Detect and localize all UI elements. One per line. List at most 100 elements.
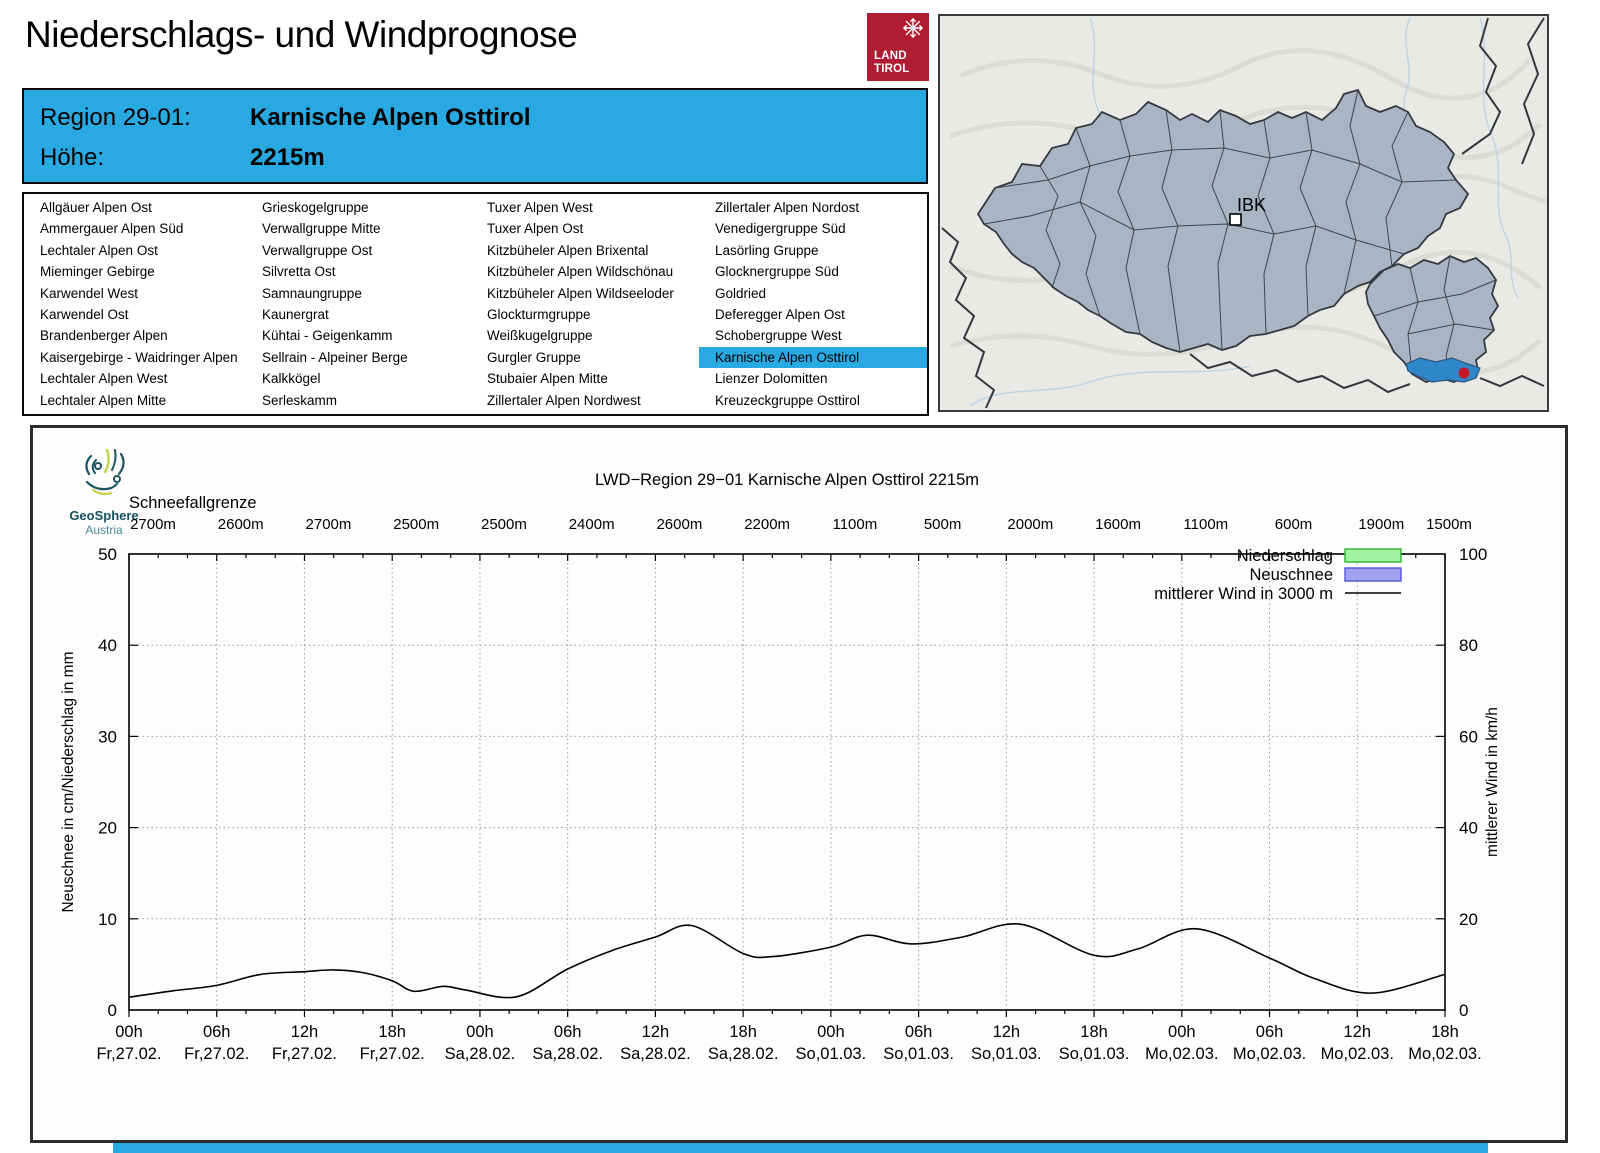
x-tick-date: Mo,02.03. <box>1145 1045 1218 1063</box>
x-tick-date: Mo,02.03. <box>1408 1045 1481 1063</box>
altitude-label: Höhe: <box>40 144 105 171</box>
legend-swatch <box>1344 567 1402 582</box>
y-left-axis-title: Neuschnee in cm/Niederschlag in mm <box>60 651 77 912</box>
region-item[interactable]: Schobergruppe West <box>715 328 842 344</box>
snowline-value: 500m <box>924 516 962 533</box>
x-tick-time: 18h <box>378 1023 406 1041</box>
snowline-value: 2600m <box>218 516 264 533</box>
region-item[interactable]: Kaunergrat <box>262 306 329 322</box>
region-item[interactable]: Verwallgruppe Mitte <box>262 221 381 237</box>
region-item[interactable]: Zillertaler Alpen Nordwest <box>487 392 641 408</box>
x-tick-time: 00h <box>817 1023 845 1041</box>
y-left-tick: 10 <box>98 910 117 929</box>
map-national-borders <box>941 17 1545 409</box>
region-item[interactable]: Kitzbüheler Alpen Wildseeloder <box>487 285 674 301</box>
geosphere-sub: Austria <box>85 523 123 537</box>
map-region-east-tirol[interactable] <box>1365 254 1500 383</box>
x-tick-date: Fr,27.02. <box>272 1045 337 1063</box>
region-item[interactable]: Kühtai - Geigenkamm <box>262 328 393 344</box>
altitude-value: 2215m <box>250 144 325 171</box>
x-tick-time: 12h <box>291 1023 319 1041</box>
region-list: Allgäuer Alpen Ost Ammergauer Alpen Süd Le… <box>22 192 929 416</box>
region-item[interactable]: Goldried <box>715 285 767 301</box>
snowline-value: 2600m <box>656 516 702 533</box>
land-tirol-logo: LAND TIROL <box>867 13 929 81</box>
region-item[interactable]: Karwendel West <box>40 285 139 301</box>
region-item[interactable]: Stubaier Alpen Mitte <box>487 371 608 387</box>
region-item[interactable]: Lechtaler Alpen Mitte <box>40 392 167 408</box>
legend-label: Neuschnee <box>1250 566 1333 584</box>
region-item[interactable]: Venedigergruppe Süd <box>715 221 846 237</box>
region-list-column-1: Allgäuer Alpen Ost Ammergauer Alpen Süd Le… <box>24 197 246 414</box>
x-tick-date: So,01.03. <box>1059 1045 1130 1063</box>
region-item[interactable]: Sellrain - Alpeiner Berge <box>262 349 408 365</box>
region-item[interactable]: Kitzbüheler Alpen Wildschönau <box>487 264 674 280</box>
region-info-box: Region 29-01: Karnische Alpen Osttirol Hö… <box>22 88 928 184</box>
x-tick-time: 06h <box>1256 1023 1284 1041</box>
ibk-label: IBK <box>1237 195 1266 215</box>
snowline-value: 1100m <box>1183 516 1228 533</box>
region-item[interactable]: Karwendel Ost <box>40 306 129 322</box>
snowline-value: 2700m <box>130 516 176 533</box>
map-station-marker <box>1458 367 1470 379</box>
region-item[interactable]: Zillertaler Alpen Nordost <box>715 200 860 215</box>
region-item[interactable]: Brandenberger Alpen <box>40 328 168 344</box>
region-item[interactable]: Kalkkögel <box>262 371 321 387</box>
x-tick-time: 12h <box>1344 1023 1372 1041</box>
region-item[interactable]: Kreuzeckgruppe Osttirol <box>715 392 860 408</box>
region-item[interactable]: Verwallgruppe Ost <box>262 242 373 258</box>
y-left-tick: 50 <box>98 545 117 564</box>
x-tick-time: 18h <box>729 1023 757 1041</box>
region-item[interactable]: Lechtaler Alpen West <box>40 371 168 387</box>
region-item[interactable]: Deferegger Alpen Ost <box>715 306 845 322</box>
region-item[interactable]: Grieskogelgruppe <box>262 200 369 215</box>
region-item[interactable]: Kaisergebirge - Waidringer Alpen <box>40 349 238 365</box>
x-tick-time: 12h <box>642 1023 670 1041</box>
x-tick-date: Sa,28.02. <box>445 1045 516 1063</box>
legend-label: mittlerer Wind in 3000 m <box>1154 585 1333 603</box>
region-label: Region 29-01: <box>40 104 191 131</box>
logo-line2: TIROL <box>874 62 910 75</box>
region-item[interactable]: Weißkugelgruppe <box>487 328 593 344</box>
snowline-value: 2700m <box>306 516 352 533</box>
region-item[interactable]: Gurgler Gruppe <box>487 349 581 365</box>
region-item[interactable]: Tuxer Alpen West <box>487 200 593 215</box>
next-section-peek <box>113 1143 1488 1153</box>
region-item[interactable]: Silvretta Ost <box>262 264 336 280</box>
region-item[interactable]: Kitzbüheler Alpen Brixental <box>487 242 649 258</box>
region-item[interactable]: Lasörling Gruppe <box>715 242 819 258</box>
x-tick-time: 18h <box>1431 1023 1459 1041</box>
x-tick-date: So,01.03. <box>971 1045 1042 1063</box>
x-tick-date: So,01.03. <box>796 1045 867 1063</box>
region-item[interactable]: Allgäuer Alpen Ost <box>40 200 152 215</box>
y-left-tick: 20 <box>98 819 117 838</box>
x-tick-date: Sa,28.02. <box>532 1045 603 1063</box>
tirol-overview-map[interactable]: IBK <box>938 14 1553 412</box>
forecast-chart: LWD−Region 29−01 Karnische Alpen Osttiro… <box>60 471 1501 1063</box>
region-list-column-4: Zillertaler Alpen Nordost Venedigergruppe… <box>699 197 927 414</box>
y-right-tick: 60 <box>1459 727 1478 746</box>
y-right-tick: 40 <box>1459 819 1478 838</box>
region-list-column-2: Grieskogelgruppe Verwallgruppe Mitte Verwa… <box>246 197 471 414</box>
region-item[interactable]: Samnaungruppe <box>262 285 362 301</box>
region-item-selected[interactable]: Karnische Alpen Osttirol <box>699 346 927 369</box>
region-item[interactable]: Lienzer Dolomitten <box>715 371 828 387</box>
region-item[interactable]: Mieminger Gebirge <box>40 264 155 280</box>
region-item[interactable]: Serleskamm <box>262 392 338 408</box>
region-item[interactable]: Lechtaler Alpen Ost <box>40 242 158 258</box>
x-tick-date: Mo,02.03. <box>1321 1045 1394 1063</box>
snowline-value: 2400m <box>569 516 615 533</box>
region-item[interactable]: Glockturmgruppe <box>487 306 591 322</box>
y-left-tick: 40 <box>98 636 117 655</box>
y-right-tick: 20 <box>1459 910 1478 929</box>
logo-line1: LAND <box>874 50 907 62</box>
x-tick-date: Fr,27.02. <box>96 1045 161 1063</box>
snowflake-icon <box>902 17 924 44</box>
snowline-label: Schneefallgrenze <box>129 494 257 512</box>
y-right-axis-title: mittlerer Wind in km/h <box>1484 707 1501 857</box>
region-item[interactable]: Glocknergruppe Süd <box>715 264 839 280</box>
x-tick-date: Sa,28.02. <box>620 1045 691 1063</box>
region-item[interactable]: Ammergauer Alpen Süd <box>40 221 184 237</box>
snowline-value: 1500m <box>1426 516 1472 533</box>
region-item[interactable]: Tuxer Alpen Ost <box>487 221 584 237</box>
